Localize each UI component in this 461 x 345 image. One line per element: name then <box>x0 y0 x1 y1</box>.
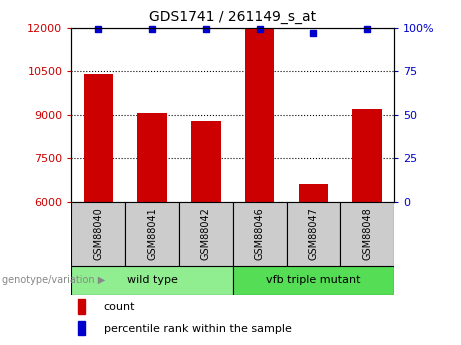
Bar <box>78 299 85 314</box>
Text: GSM88042: GSM88042 <box>201 207 211 260</box>
Text: GSM88048: GSM88048 <box>362 207 372 260</box>
Bar <box>191 120 221 202</box>
Text: vfb triple mutant: vfb triple mutant <box>266 275 361 285</box>
Title: GDS1741 / 261149_s_at: GDS1741 / 261149_s_at <box>149 10 316 24</box>
Text: wild type: wild type <box>127 275 177 285</box>
Text: genotype/variation ▶: genotype/variation ▶ <box>2 275 106 285</box>
Bar <box>245 29 274 202</box>
FancyBboxPatch shape <box>233 202 287 266</box>
Text: GSM88046: GSM88046 <box>254 207 265 260</box>
Text: GSM88041: GSM88041 <box>147 207 157 260</box>
FancyBboxPatch shape <box>340 202 394 266</box>
Text: percentile rank within the sample: percentile rank within the sample <box>104 324 292 334</box>
Text: GSM88047: GSM88047 <box>308 207 319 260</box>
Bar <box>137 113 167 202</box>
FancyBboxPatch shape <box>71 266 233 295</box>
FancyBboxPatch shape <box>125 202 179 266</box>
Bar <box>83 74 113 202</box>
FancyBboxPatch shape <box>233 266 394 295</box>
Text: count: count <box>104 302 135 312</box>
FancyBboxPatch shape <box>71 202 125 266</box>
FancyBboxPatch shape <box>179 202 233 266</box>
FancyBboxPatch shape <box>287 202 340 266</box>
Bar <box>299 184 328 202</box>
Bar <box>353 109 382 202</box>
Bar <box>78 321 85 335</box>
Text: GSM88040: GSM88040 <box>93 207 103 260</box>
